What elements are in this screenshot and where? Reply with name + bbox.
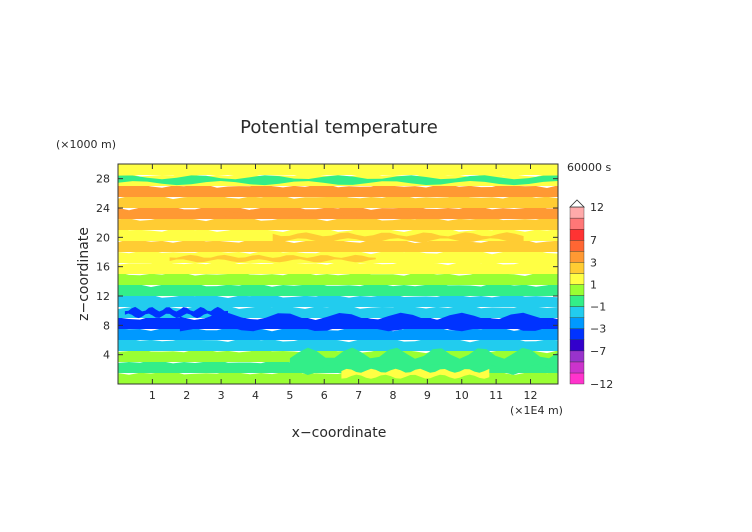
field-feature — [221, 208, 445, 219]
colorbar-segment — [569, 228, 585, 241]
field-band — [118, 194, 558, 208]
x-tick-label: 12 — [524, 389, 538, 402]
time-label: 60000 s — [567, 161, 611, 174]
field-band — [118, 294, 558, 307]
field-band — [118, 183, 558, 197]
y-unit-label: (×1000 m) — [56, 138, 116, 151]
colorbar-segment — [569, 372, 585, 385]
colorbar-tick-label: 1 — [590, 278, 597, 291]
colorbar-tick-label: −3 — [590, 323, 606, 336]
x-unit-label: (×1E4 m) — [510, 404, 563, 417]
y-tick-label: 28 — [96, 173, 110, 186]
colorbar-segment — [569, 317, 585, 329]
colorbar-segment — [569, 273, 585, 285]
colorbar: 12 7 3 1 −1 −3 −7 −12 — [569, 199, 613, 391]
colorbar-segment — [569, 262, 585, 274]
colorbar-segment — [569, 306, 585, 318]
field-band — [118, 217, 558, 230]
y-tick-label: 20 — [96, 231, 110, 244]
field-band — [118, 326, 558, 340]
x-tick-label: 11 — [489, 389, 503, 402]
y-axis: 4 8 12 16 20 24 28 — [96, 173, 558, 362]
colorbar-segment — [569, 217, 585, 230]
field-feature — [341, 368, 490, 379]
colorbar-arrow — [569, 199, 585, 208]
colorbar-segment — [569, 206, 585, 219]
colorbar-segment — [569, 361, 585, 374]
y-tick-label: 24 — [96, 202, 110, 215]
plot-field — [118, 164, 558, 384]
field-band — [118, 337, 558, 351]
field-feature — [179, 312, 548, 332]
x-tick-label: 6 — [321, 389, 328, 402]
colorbar-segment — [569, 239, 585, 252]
colorbar-tick-label: −1 — [590, 301, 606, 314]
field-band — [118, 164, 558, 175]
colorbar-segment — [569, 328, 585, 341]
field-feature — [169, 254, 376, 263]
x-tick-label: 2 — [183, 389, 190, 402]
x-axis-title: x−coordinate — [292, 425, 387, 441]
colorbar-segment — [569, 251, 585, 263]
colorbar-tick-label: −12 — [590, 378, 613, 391]
field-band — [118, 260, 558, 274]
colorbar-segment — [569, 350, 585, 363]
colorbar-segment — [569, 339, 585, 352]
y-tick-label: 12 — [96, 290, 110, 303]
x-tick-label: 9 — [424, 389, 431, 402]
x-tick-label: 3 — [218, 389, 225, 402]
y-tick-label: 4 — [103, 349, 110, 362]
field-feature — [289, 347, 558, 375]
x-tick-label: 10 — [455, 389, 469, 402]
colorbar-tick-label: −7 — [590, 345, 606, 358]
y-axis-title: z−coordinate — [76, 227, 92, 321]
colorbar-tick-label: 12 — [590, 201, 604, 214]
x-tick-label: 1 — [149, 389, 156, 402]
field-band — [118, 239, 558, 252]
chart-title: Potential temperature — [240, 117, 438, 138]
x-tick-label: 7 — [355, 389, 362, 402]
x-tick-label: 8 — [390, 389, 397, 402]
y-tick-label: 8 — [103, 319, 110, 332]
field-feature — [118, 175, 558, 186]
plot-frame — [117, 163, 559, 385]
x-axis: 1 2 3 4 5 6 7 8 9 10 11 12 — [149, 164, 538, 402]
colorbar-tick-label: 3 — [590, 256, 597, 269]
colorbar-segment — [569, 295, 585, 307]
x-tick-label: 5 — [286, 389, 293, 402]
field-feature — [124, 306, 228, 319]
field-band — [118, 271, 558, 285]
colorbar-segment — [569, 284, 585, 296]
y-tick-label: 16 — [96, 261, 110, 274]
x-tick-label: 4 — [252, 389, 259, 402]
field-feature — [272, 232, 524, 243]
colorbar-tick-label: 7 — [590, 234, 597, 247]
field-band — [118, 282, 558, 296]
